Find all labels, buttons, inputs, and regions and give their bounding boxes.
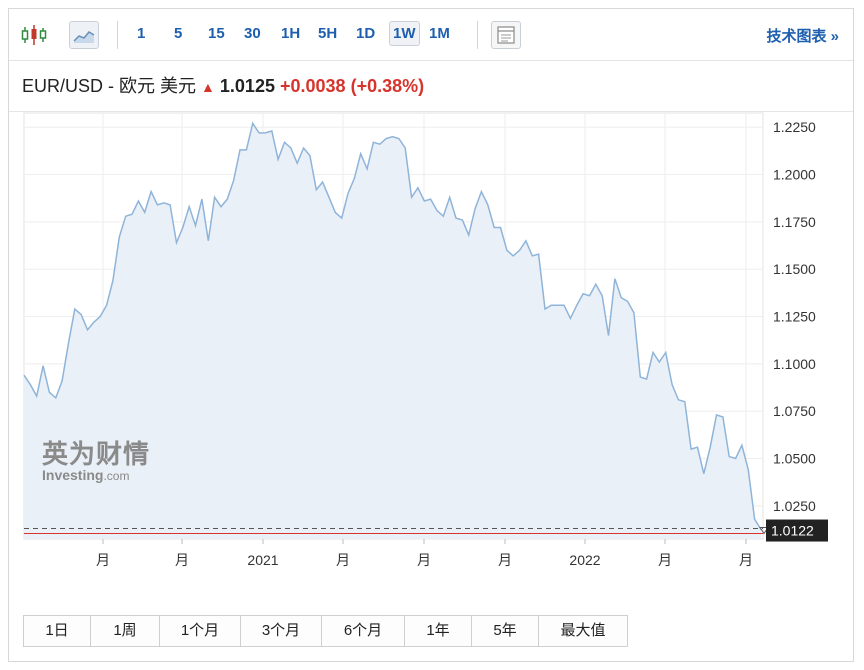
timeframe-1m[interactable]: 1M [429,25,450,42]
chart-widget: 1 5 15 30 1H 5H 1D 1W 1M 技术图表 » EUR/USD … [8,8,854,662]
x-tick-label: 月 [739,552,753,568]
x-tick-label: 月 [175,552,189,568]
range-1y[interactable]: 1年 [405,616,472,646]
symbol-name: EUR/USD - 欧元 美元 [22,76,197,96]
up-arrow-icon: ▲ [201,79,215,95]
y-tick-label: 1.0500 [773,451,816,467]
toolbar-separator [477,21,478,49]
last-price: 1.0125 [219,76,275,96]
timeframe-15[interactable]: 15 [208,25,225,42]
price-chart[interactable]: 1.2250 1.2000 1.1750 1.1500 1.1250 1.1000 1.07… [9,9,855,609]
timeframe-30[interactable]: 30 [244,25,261,42]
watermark-en: Investing.com [42,467,150,483]
y-tick-label: 1.2250 [773,119,816,135]
last-value-box [766,519,828,542]
y-tick-label: 1.2000 [773,167,816,183]
toolbar: 1 5 15 30 1H 5H 1D 1W 1M 技术图表 » [9,9,853,61]
range-max[interactable]: 最大值 [539,616,627,646]
last-value-label: 1.0122 [771,523,814,539]
range-selector: 1日 1周 1个月 3个月 6个月 1年 5年 最大值 [23,615,628,647]
candlestick-icon[interactable] [19,21,49,49]
x-tick-label: 月 [658,552,672,568]
y-tick-label: 1.1750 [773,214,816,230]
timeframe-1h[interactable]: 1H [281,25,301,42]
x-tick-label: 月 [417,552,431,568]
watermark-cn: 英为财情 [42,439,151,469]
range-5y[interactable]: 5年 [472,616,539,646]
series-line [23,121,762,530]
x-tick-label: 月 [96,552,110,568]
range-1d[interactable]: 1日 [24,616,91,646]
toolbar-separator [117,21,118,49]
range-6m[interactable]: 6个月 [322,616,405,646]
range-1m[interactable]: 1个月 [160,616,241,646]
area-chart-icon[interactable] [69,21,99,49]
timeframe-5h[interactable]: 5H [318,25,338,42]
watermark-en-text: Investing [42,467,104,483]
timeframe-1w[interactable]: 1W [389,21,420,46]
y-tick-label: 1.1250 [773,309,816,325]
technical-chart-link[interactable]: 技术图表 » [766,28,839,45]
price-change-pct: (+0.38%) [350,76,425,96]
range-3m[interactable]: 3个月 [241,616,322,646]
instrument-header: EUR/USD - 欧元 美元 ▲ 1.0125 +0.0038 (+0.38%… [22,72,424,98]
y-tick-label: 1.1500 [773,261,816,277]
series-area [24,123,761,540]
range-1w[interactable]: 1周 [91,616,160,646]
watermark-en-suffix: .com [103,469,130,483]
y-tick-label: 1.0250 [773,498,816,514]
x-tick-label: 月 [498,552,512,568]
y-tick-label: 1.0750 [773,403,816,419]
header-divider [9,111,853,112]
timeframe-5[interactable]: 5 [174,25,183,42]
y-tick-label: 1.1000 [773,356,816,372]
x-tick-label: 2021 [247,552,278,568]
price-change: +0.0038 [279,76,346,96]
data-table-icon[interactable] [491,21,521,49]
investing-watermark: 英为财情 Investing.com [42,434,150,483]
x-tick-label: 月 [336,552,350,568]
x-tick-label: 2022 [569,552,600,568]
timeframe-1[interactable]: 1 [137,25,146,42]
timeframe-1d[interactable]: 1D [356,25,376,42]
